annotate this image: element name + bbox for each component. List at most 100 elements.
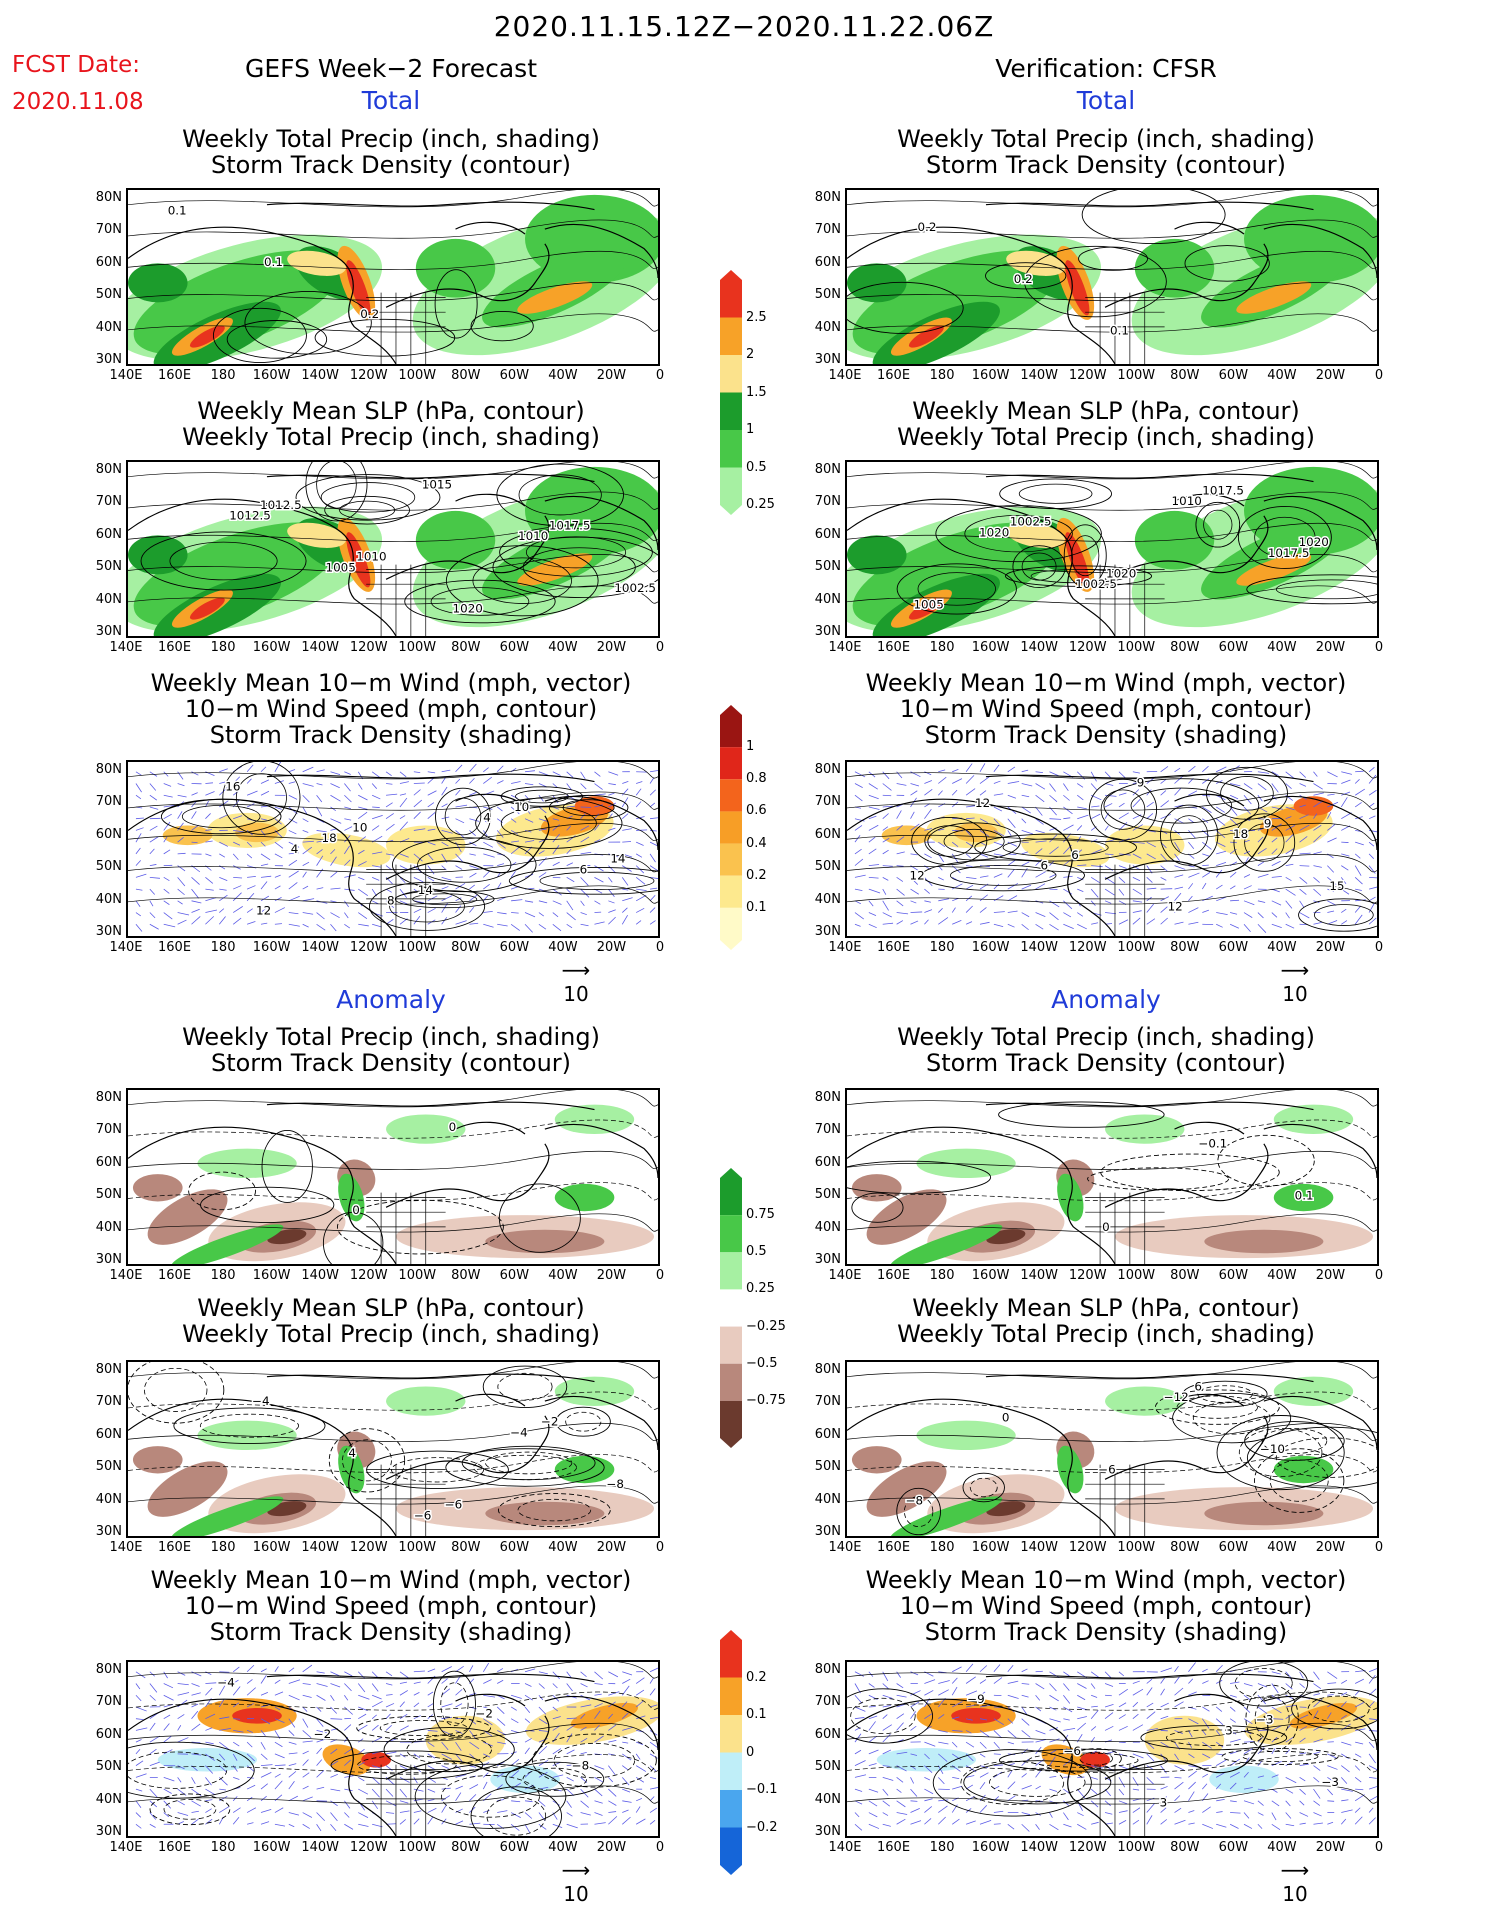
wind-vector (427, 1753, 436, 1759)
colorbar-label: 0.6 (746, 803, 767, 819)
contour-label: 1020 (453, 602, 483, 616)
contour-line (128, 1391, 658, 1411)
wind-vector (358, 923, 369, 927)
contour-line (1024, 245, 1167, 318)
wind-vector (1313, 1800, 1321, 1806)
contour-line (974, 833, 1137, 862)
wind-vector (427, 895, 438, 902)
wind-vector (371, 1800, 379, 1810)
contour-line (847, 1362, 1377, 1380)
contour-line (917, 572, 996, 606)
wind-vector (1230, 1738, 1241, 1743)
wind-vector (538, 900, 548, 904)
map-panel-r3: 6 9 18 15 12 6 12 9 12 (845, 760, 1379, 938)
contour-line (128, 823, 658, 842)
wind-vector (1077, 1812, 1084, 1817)
lat-label: 30N (814, 924, 841, 939)
wind-vector (621, 1701, 628, 1708)
wind-vector (316, 1770, 325, 1778)
wind-vector (552, 1706, 559, 1712)
wind-vector (483, 1694, 496, 1698)
shading-area (128, 263, 188, 303)
wind-vector (455, 905, 462, 913)
colorbar-segment (720, 715, 742, 748)
wind-vector (965, 763, 973, 773)
wind-vector (233, 1730, 244, 1733)
wind-vector (344, 806, 352, 810)
wind-vector (635, 1806, 641, 1813)
contour-line (989, 1767, 1086, 1797)
wind-vector (177, 836, 184, 843)
wind-vector (538, 1812, 546, 1822)
shading-area (346, 532, 371, 588)
wind-vector (177, 852, 186, 855)
wind-vector (372, 1694, 382, 1700)
wind-vector (622, 897, 633, 902)
wind-vector (1132, 771, 1140, 774)
wind-vector (854, 825, 863, 831)
wind-vector (635, 877, 646, 885)
lat-label: 70N (95, 494, 122, 510)
wind-vector (219, 1727, 232, 1731)
wind-vector (993, 1810, 1004, 1813)
wind-vector (191, 916, 201, 925)
shading-area (908, 325, 944, 348)
lon-label: 100W (1117, 940, 1156, 955)
wind-vector (135, 873, 147, 878)
wind-vector (1299, 852, 1311, 855)
wind-vector (344, 1812, 350, 1818)
wind-vector (1077, 864, 1087, 867)
shading-area (171, 1224, 284, 1264)
wind-vector (330, 887, 341, 890)
wind-vector (441, 1666, 452, 1673)
wind-vector (1160, 1786, 1168, 1790)
shading-area (171, 1496, 284, 1536)
colorbar-segment (720, 1715, 742, 1753)
colorbar-segment (720, 843, 742, 876)
lon-label: 80W (451, 940, 481, 955)
wind-vector (427, 1765, 436, 1771)
wind-vector (288, 1781, 295, 1790)
wind-vector (149, 1800, 158, 1808)
lon-label: 0 (655, 640, 665, 655)
wind-vector (1021, 818, 1027, 824)
wind-vector (163, 1723, 170, 1731)
wind-vector (427, 802, 435, 808)
wind-vector (580, 1683, 588, 1688)
wind-vector (302, 830, 309, 833)
wind-vector (135, 1706, 147, 1712)
wind-vector (344, 794, 352, 803)
wind-vector (1285, 1712, 1294, 1720)
lon-label: 160E (877, 368, 911, 383)
wind-vector (622, 1741, 629, 1744)
wind-vector (993, 841, 1004, 846)
wind-vector (1340, 1701, 1347, 1708)
wind-vector (1215, 1730, 1221, 1736)
wind-vector (413, 1692, 420, 1696)
wind-vector (1090, 849, 1102, 855)
wind-vector (896, 810, 902, 819)
wind-vector (427, 790, 437, 796)
lat-label: 40N (95, 891, 122, 907)
shading-area (133, 522, 341, 627)
wind-vector (1313, 1788, 1321, 1799)
lon-label: 120W (1068, 368, 1107, 383)
wind-vector (1230, 1800, 1237, 1803)
wind-vector (344, 1671, 353, 1677)
wind-vector (1049, 873, 1057, 878)
wind-vector (882, 922, 894, 925)
wind-vector (1368, 789, 1377, 796)
wind-vector (1007, 910, 1018, 913)
wind-vector (566, 805, 575, 808)
contour-line (128, 1182, 658, 1202)
wind-vector (938, 898, 950, 902)
wind-vector (924, 1798, 933, 1802)
lat-label: 60N (95, 526, 122, 542)
wind-vector (1035, 1758, 1045, 1766)
wind-vector (1257, 861, 1265, 866)
wind-vector (483, 1718, 493, 1726)
wind-vector (1077, 806, 1087, 810)
wind-vector (330, 1773, 338, 1778)
contour-label: −10 (1260, 1442, 1285, 1456)
date-range-title: 2020.11.15.12Z−2020.11.22.06Z (493, 10, 995, 43)
